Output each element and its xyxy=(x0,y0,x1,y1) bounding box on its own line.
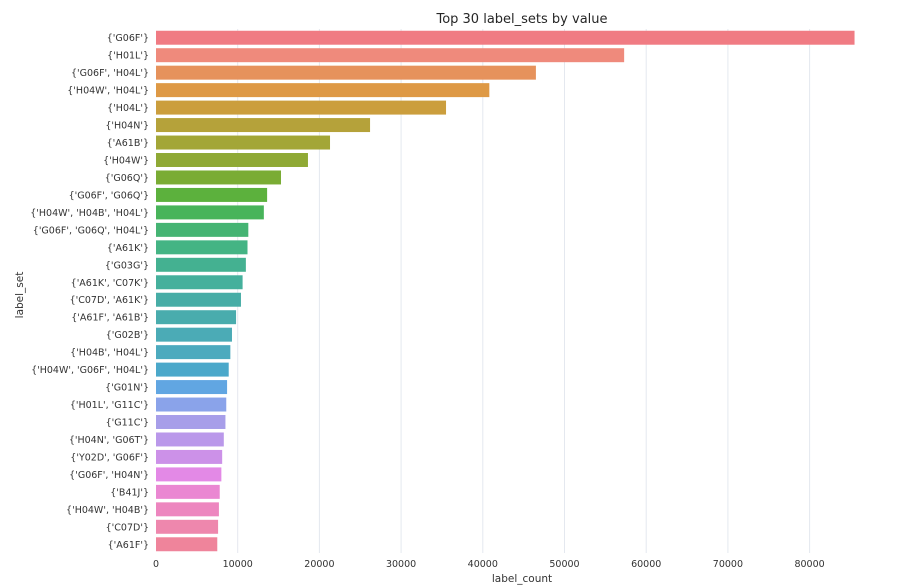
y-tick-label: {'G06F', 'G06Q', 'H04L'} xyxy=(33,225,149,236)
grid-lines xyxy=(237,29,811,553)
bar xyxy=(156,48,625,63)
y-tick-label: {'H04W', 'H04B'} xyxy=(66,505,149,516)
x-tick-label: 60000 xyxy=(631,559,661,570)
y-tick-label: {'H04W'} xyxy=(103,156,149,167)
bar xyxy=(156,292,241,307)
x-tick-label: 70000 xyxy=(713,559,743,570)
bar xyxy=(156,83,490,98)
y-tick-label: {'G02B'} xyxy=(106,330,149,341)
bar xyxy=(156,135,331,150)
y-tick-label: {'H04N', 'G06T'} xyxy=(69,435,149,446)
y-tick-label: {'A61K', 'C07K'} xyxy=(71,278,149,289)
y-tick-label: {'C07D'} xyxy=(106,522,149,533)
y-tick-label: {'A61B'} xyxy=(107,138,149,149)
bar xyxy=(156,362,229,377)
bar xyxy=(156,170,282,185)
y-tick-label: {'C07D', 'A61K'} xyxy=(70,295,149,306)
y-tick-label: {'H04W', 'H04B', 'H04L'} xyxy=(30,208,149,219)
y-tick-label: {'G11C'} xyxy=(106,418,149,429)
bar xyxy=(156,502,219,517)
bar xyxy=(156,240,248,255)
y-tick-label: {'G06Q'} xyxy=(105,173,149,184)
bar xyxy=(156,380,228,395)
bar xyxy=(156,257,246,272)
bar xyxy=(156,65,536,80)
bar xyxy=(156,397,227,412)
y-tick-label: {'H01L', 'G11C'} xyxy=(70,400,149,411)
y-tick-label: {'H04N'} xyxy=(105,121,149,132)
bars xyxy=(156,30,855,552)
chart-title: Top 30 label_sets by value xyxy=(435,12,607,27)
y-tick-label: {'H04W', 'H04L'} xyxy=(67,86,149,97)
y-tick-label: {'A61F'} xyxy=(108,540,149,551)
bar xyxy=(156,100,447,115)
x-tick-label: 30000 xyxy=(386,559,416,570)
bar xyxy=(156,467,222,482)
bar xyxy=(156,205,264,220)
y-tick-label: {'H04L'} xyxy=(107,103,149,114)
bar xyxy=(156,537,218,552)
y-tick-label: {'Y02D', 'G06F'} xyxy=(70,452,149,463)
bar xyxy=(156,30,855,45)
y-tick-label: {'H04W', 'G06F', 'H04L'} xyxy=(31,365,149,376)
y-tick-label: {'H01L'} xyxy=(107,51,149,62)
y-tick-label: {'A61K'} xyxy=(107,243,149,254)
y-tick-label: {'G06F'} xyxy=(107,33,149,44)
bar xyxy=(156,519,219,534)
y-tick-label: {'G06F', 'H04L'} xyxy=(71,68,149,79)
x-tick-labels: 0 10000 20000 30000 40000 50000 60000 70000 8000… xyxy=(153,559,825,570)
bar xyxy=(156,345,231,360)
y-tick-label: {'H04B', 'H04L'} xyxy=(70,348,149,359)
y-tick-label: {'G01N'} xyxy=(105,383,149,394)
x-tick-label: 0 xyxy=(153,559,159,570)
x-tick-label: 80000 xyxy=(794,559,824,570)
bar xyxy=(156,222,249,237)
bar xyxy=(156,432,224,447)
x-tick-label: 20000 xyxy=(304,559,334,570)
bar xyxy=(156,415,226,429)
bar xyxy=(156,327,232,342)
bar xyxy=(156,187,268,202)
y-tick-labels: {'G06F'} {'H01L'} {'G06F', 'H04L'} {'H04W',… xyxy=(30,33,149,551)
bar xyxy=(156,449,223,464)
bar xyxy=(156,310,237,325)
y-tick-label: {'G06F', 'G06Q'} xyxy=(69,190,149,201)
y-axis-label: label_set xyxy=(14,272,26,319)
x-tick-label: 10000 xyxy=(223,559,253,570)
bar xyxy=(156,484,220,499)
bar xyxy=(156,118,371,133)
bar xyxy=(156,153,308,167)
y-tick-label: {'G06F', 'H04N'} xyxy=(69,470,149,481)
x-tick-label: 50000 xyxy=(549,559,579,570)
x-axis-label: label_count xyxy=(492,573,552,585)
bar xyxy=(156,275,243,290)
x-tick-label: 40000 xyxy=(468,559,498,570)
y-tick-label: {'B41J'} xyxy=(110,487,149,498)
y-tick-label: {'A61F', 'A61B'} xyxy=(71,313,149,324)
y-tick-label: {'G03G'} xyxy=(105,260,149,271)
